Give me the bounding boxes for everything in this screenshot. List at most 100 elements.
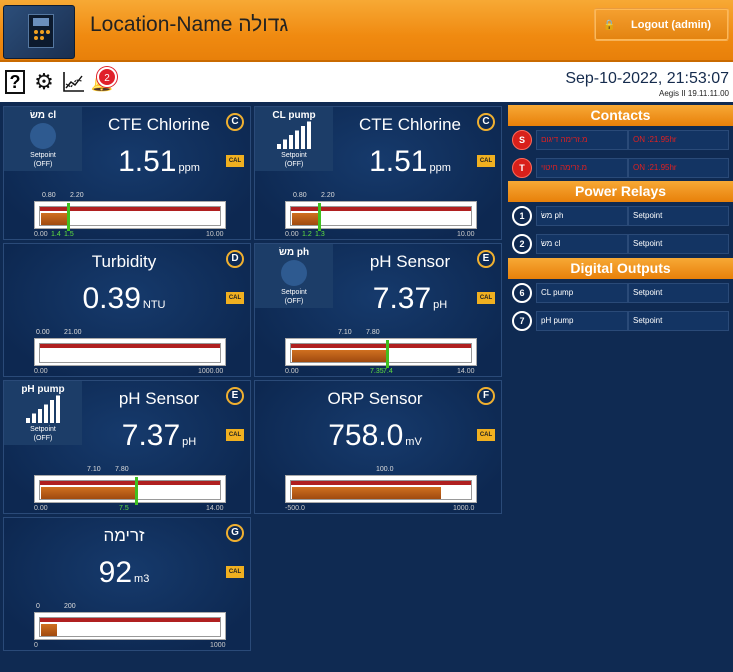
value-number: 0.39: [82, 282, 141, 315]
calibrate-button[interactable]: CAL: [477, 155, 495, 167]
controller-name: CL pump: [272, 110, 316, 121]
controller-box[interactable]: CL pump Setpoint (OFF): [255, 107, 333, 171]
sensor-tile-turbidity[interactable]: Turbidity 0.39 NTU D CAL 0.00 1000.00 0.00 21.00: [3, 243, 251, 377]
sensor-tile-orp-sensor[interactable]: ORP Sensor 758.0 mV F CAL -500.0 1000.0 100.0: [254, 380, 502, 514]
gauge-marker-label: 7.35: [370, 368, 384, 375]
calibrate-button[interactable]: CAL: [226, 429, 244, 441]
gauge-min-label: 0.00: [285, 368, 299, 375]
gauge-marker-label: 7.4: [383, 368, 393, 375]
value-unit: ppm: [429, 162, 451, 174]
sensor-value: 92 m3: [54, 556, 194, 590]
level-gauge: [34, 338, 226, 366]
gauge-high-label: 200: [64, 603, 76, 610]
sensor-name: pH Sensor: [118, 389, 200, 408]
row-badge: S: [512, 130, 532, 150]
level-gauge: [34, 612, 226, 640]
controller-box[interactable]: משׂ ph Setpoint (OFF): [255, 244, 333, 308]
gauge-track: [290, 480, 472, 500]
calibrate-button[interactable]: CAL: [477, 292, 495, 304]
value-number: 92: [98, 556, 133, 589]
calibrate-button[interactable]: CAL: [226, 155, 244, 167]
logout-button[interactable]: 🔒 Logout (admin): [594, 8, 729, 41]
status-row[interactable]: 2 משׂ cl Setpoint: [508, 233, 733, 257]
setpoint-text: Setpoint: [281, 289, 307, 296]
notification-badge[interactable]: 2: [97, 67, 117, 87]
row-badge: 2: [512, 234, 532, 254]
version: Aegis II 19.11.11.00: [659, 89, 729, 98]
channel-letter-badge: D: [226, 250, 244, 268]
channel-letter-badge: C: [477, 113, 495, 131]
row-value: Setpoint: [628, 234, 729, 254]
alarm-band: [291, 344, 471, 348]
calibrate-button[interactable]: CAL: [226, 566, 244, 578]
controller-box[interactable]: pH pump Setpoint (OFF): [4, 381, 82, 445]
setpoint-state: (OFF): [33, 161, 53, 168]
status-row[interactable]: 6 CL pump Setpoint: [508, 282, 733, 306]
gauge-low-label: 0: [36, 603, 40, 610]
gauge-high-label: 7.80: [366, 329, 380, 336]
sensor-name: CTE Chlorine: [107, 115, 211, 134]
row-value: Setpoint: [628, 311, 729, 331]
gauge-fill: [41, 487, 135, 499]
controller-name: משׂ cl: [29, 110, 57, 121]
row-name: מ.זרימה חיטוי: [536, 158, 628, 178]
sensor-value: 1.51 ppm: [340, 145, 480, 179]
row-badge: 7: [512, 311, 532, 331]
contacts-header: Contacts: [508, 105, 733, 126]
status-row[interactable]: 1 משׂ ph Setpoint: [508, 205, 733, 229]
chart-icon[interactable]: [62, 70, 86, 94]
setpoint-label: Setpoint (OFF): [4, 425, 82, 443]
setpoint-needle: [67, 203, 70, 231]
sensor-tile-ph-sensor-1[interactable]: משׂ ph Setpoint (OFF) pH Sensor 7.37 pH E CAL 0.…: [254, 243, 502, 377]
status-panel: Contacts S מ.זרימה דיגום ON :21.95hr T מ.זרי…: [508, 102, 733, 672]
location-title: Location-Name גדולה: [90, 13, 289, 36]
alarm-band: [291, 481, 471, 485]
status-row[interactable]: T מ.זרימה חיטוי ON :21.95hr: [508, 157, 733, 181]
row-name: משׂ ph: [536, 206, 628, 226]
gauge-max-label: 14.00: [206, 505, 224, 512]
channel-letter-badge: F: [477, 387, 495, 405]
gauge-max-label: 1000.0: [453, 505, 475, 512]
gear-icon[interactable]: ⚙: [34, 69, 54, 94]
sensor-value: 758.0 mV: [305, 419, 445, 453]
calibrate-button[interactable]: CAL: [477, 429, 495, 441]
channel-letter-badge: C: [226, 113, 244, 131]
sensor-tile-cte-chlorine-2[interactable]: CL pump Setpoint (OFF) CTE Chlorine 1.51 ppm C…: [254, 106, 502, 240]
row-name: pH pump: [536, 311, 628, 331]
gauge-low-label: 0.80: [293, 192, 307, 199]
sensor-value: 7.37 pH: [89, 419, 229, 453]
sensor-name: ORP Sensor: [327, 389, 423, 408]
gauge-low-label: 0.00: [36, 329, 50, 336]
device-logo: [3, 5, 75, 59]
channel-letter-badge: E: [226, 387, 244, 405]
calibrate-button[interactable]: CAL: [226, 292, 244, 304]
sensor-tile-zrima[interactable]: זרימה 92 m3 G CAL 0 1000 0 200: [3, 517, 251, 651]
status-row[interactable]: S מ.זרימה דיגום ON :21.95hr: [508, 129, 733, 153]
value-unit: pH: [433, 299, 448, 311]
gauge-high-label: 2.20: [321, 192, 335, 199]
sensor-tile-ph-sensor-2[interactable]: pH pump Setpoint (OFF) pH Sensor 7.37 pH E CAL 0…: [3, 380, 251, 514]
level-gauge: [285, 201, 477, 231]
row-badge: 6: [512, 283, 532, 303]
gauge-fill: [292, 487, 441, 499]
dashboard: משׂ cl Setpoint (OFF) CTE Chlorine 1.51 ppm C C…: [0, 102, 733, 672]
sensor-name: זרימה: [103, 526, 145, 545]
setpoint-state: (OFF): [284, 161, 304, 168]
sensor-tile-cte-chlorine-1[interactable]: משׂ cl Setpoint (OFF) CTE Chlorine 1.51 ppm C C…: [3, 106, 251, 240]
setpoint-state: (OFF): [33, 435, 53, 442]
gauge-min-label: 0.00: [34, 368, 48, 375]
controller-box[interactable]: משׂ cl Setpoint (OFF): [4, 107, 82, 171]
channel-letter-badge: E: [477, 250, 495, 268]
gauge-fill: [41, 213, 68, 225]
status-row[interactable]: 7 pH pump Setpoint: [508, 310, 733, 334]
controller-name: משׂ ph: [278, 247, 310, 258]
digital-outputs-header: Digital Outputs: [508, 258, 733, 279]
channel-letter-badge: G: [226, 524, 244, 542]
setpoint-text: Setpoint: [30, 152, 56, 159]
value-number: 7.37: [121, 419, 181, 452]
gauge-marker-label: 1.3: [315, 231, 325, 238]
row-value: Setpoint: [628, 206, 729, 226]
help-icon[interactable]: ?: [5, 70, 25, 94]
gauge-high-label: 2.20: [70, 192, 84, 199]
sensor-name: pH Sensor: [369, 252, 451, 271]
